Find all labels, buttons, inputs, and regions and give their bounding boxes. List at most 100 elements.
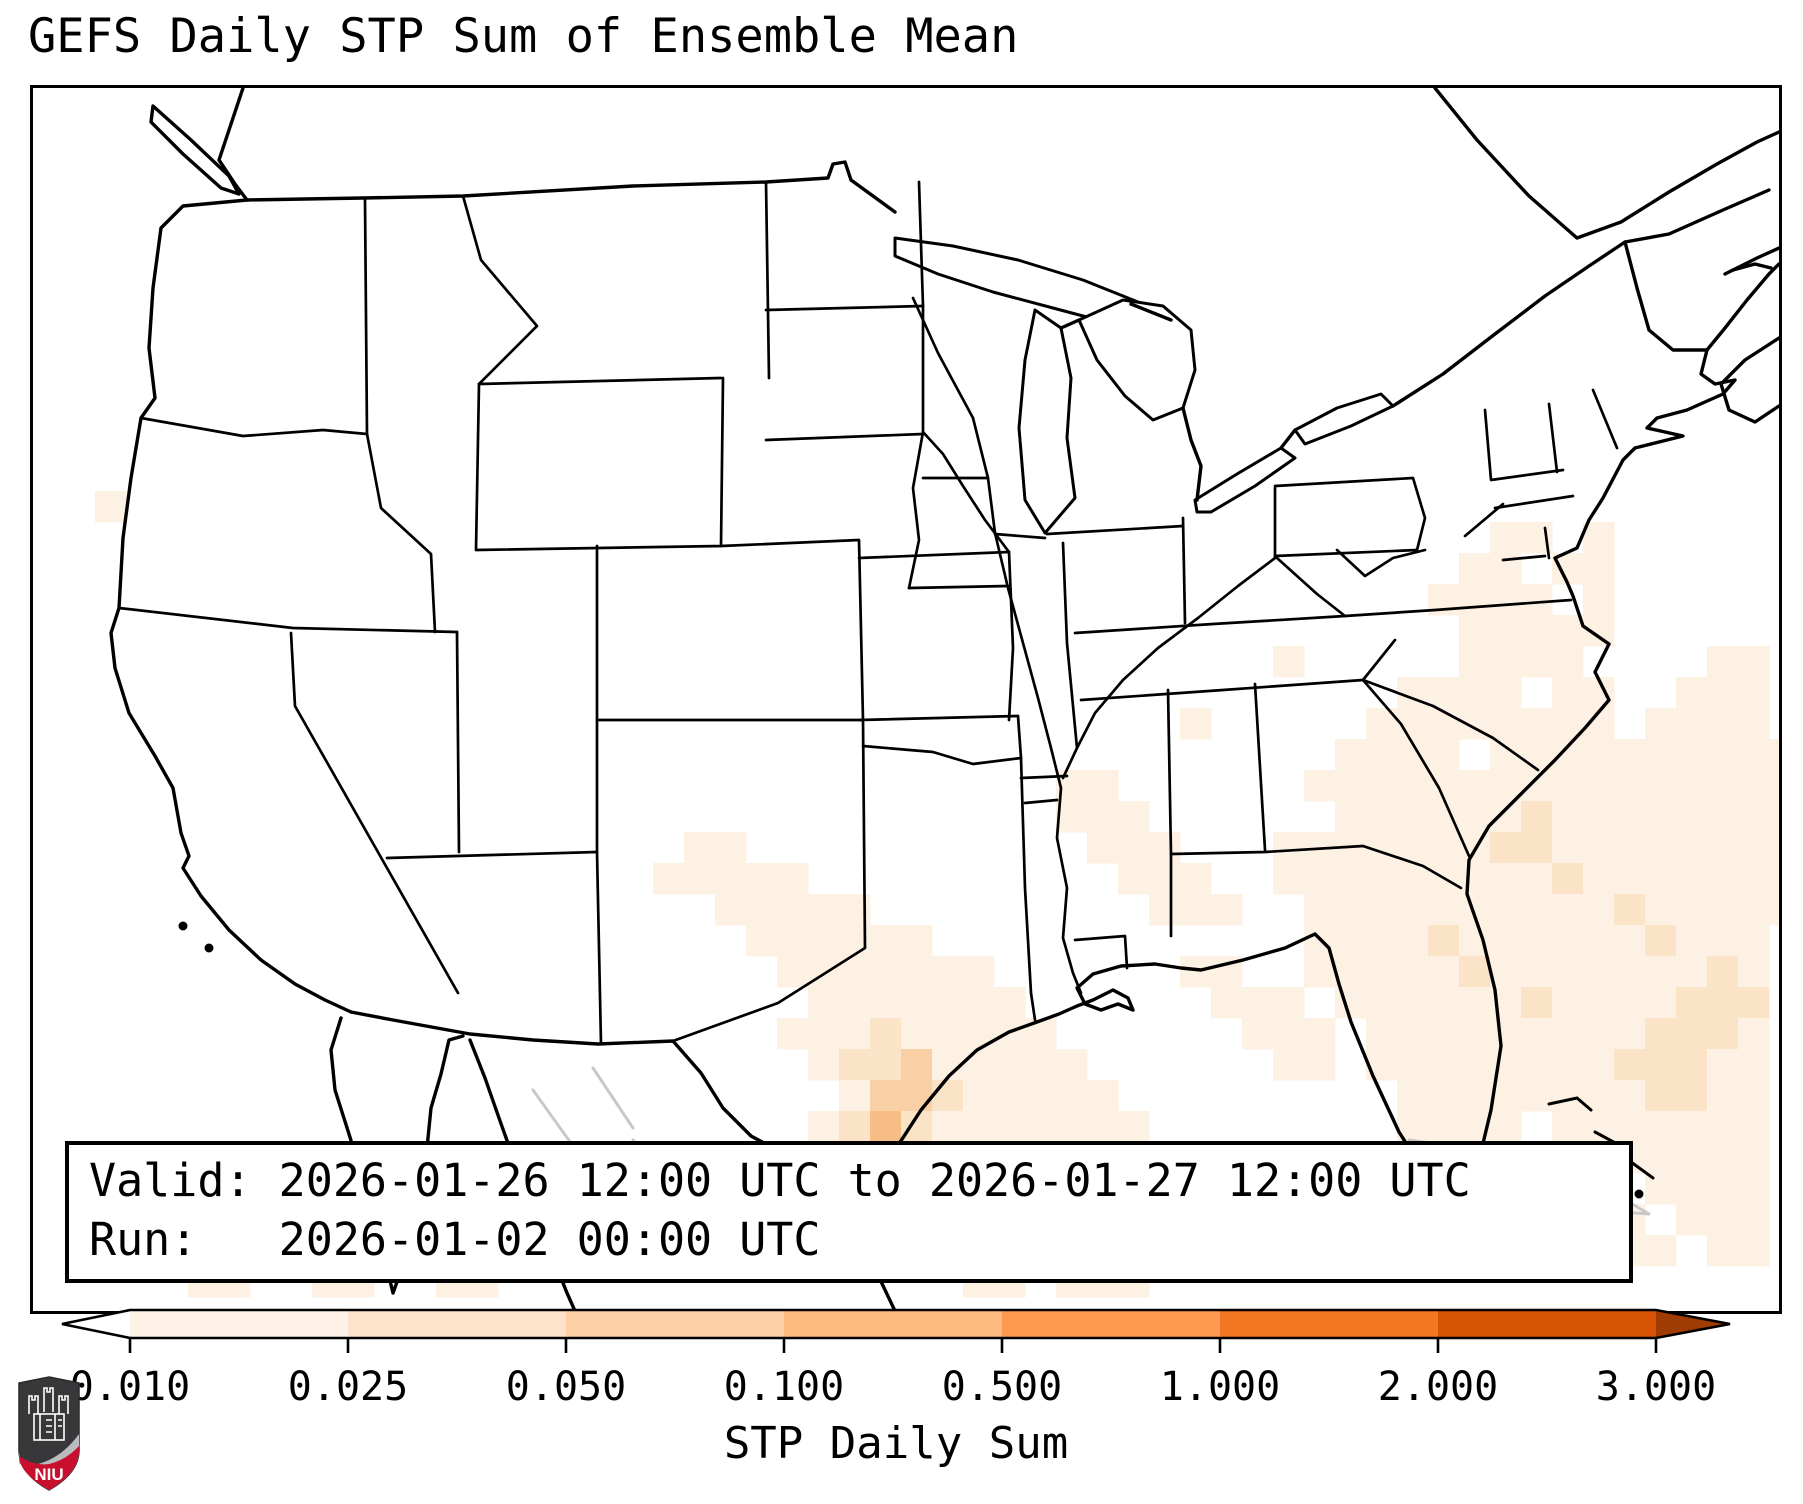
stp-cell [1459,956,1491,988]
niu-shield-red [19,1446,79,1490]
stp-cell [1087,1111,1119,1143]
stp-cell [1397,925,1429,957]
stp-cell [1645,801,1677,833]
stp-cell [901,987,933,1019]
stp-cell [1273,646,1305,678]
stp-cell [870,987,902,1019]
stp-cell [870,1049,902,1081]
stp-cell [1428,925,1460,957]
stp-cell [1552,987,1584,1019]
st-lawrence-north-bank [1433,88,1779,240]
stp-cell [808,925,840,957]
colorbar-tick-label: 0.100 [724,1364,844,1410]
stp-cell [1583,801,1615,833]
stp-cell [1490,677,1522,709]
stp-cell [901,925,933,957]
stp-cell [746,925,778,957]
stp-cell [777,894,809,926]
stp-cell [808,1111,840,1143]
stp-cell [1614,770,1646,802]
stp-cell [1211,894,1243,926]
stp-cell [1583,584,1615,616]
stp-cell [870,1018,902,1050]
stp-cell [1676,739,1708,771]
stp-cell [715,832,747,864]
stp-cell [1521,987,1553,1019]
stp-cell [1769,770,1779,802]
stp-cell [1521,801,1553,833]
stp-cell [1738,863,1770,895]
colorbar-tick-label: 2.000 [1378,1364,1498,1410]
stp-cell [1428,677,1460,709]
stp-cell [1118,1111,1150,1143]
run-time-text: Run: 2026-01-02 00:00 UTC [89,1213,821,1266]
stp-cell [1707,1049,1739,1081]
stp-cell [839,1049,871,1081]
stp-cell [1180,708,1212,740]
stp-cell [777,1018,809,1050]
stp-cell [1707,894,1739,926]
stp-cell [1676,1173,1708,1205]
stp-cell [1428,1111,1460,1143]
stp-cell [1397,956,1429,988]
stp-cell [1025,1018,1057,1050]
stp-cell [1490,832,1522,864]
stp-cell [1583,1049,1615,1081]
stp-cell [1087,801,1119,833]
stp-cell [1397,1080,1429,1112]
stp-cell [1707,646,1739,678]
stp-cell [1645,987,1677,1019]
stp-cell [1676,956,1708,988]
pacific-coast [109,88,353,1014]
stp-cell [1738,987,1770,1019]
stp-cell [1645,925,1677,957]
stp-cell [1428,987,1460,1019]
stp-cell [653,863,685,895]
stp-cell [1645,1235,1677,1267]
stp-cell [1738,1142,1770,1174]
stp-cell [1366,956,1398,988]
stp-cell [1583,863,1615,895]
stp-cell [1335,894,1367,926]
stp-cell [963,1080,995,1112]
stp-cell [1056,1111,1088,1143]
stp-cell [1521,615,1553,647]
stp-cell [1676,1142,1708,1174]
lake-ontario [1293,392,1395,446]
stp-cell [1335,739,1367,771]
stp-cell [1459,615,1491,647]
stp-cell [1056,1049,1088,1081]
stp-cell [1738,894,1770,926]
stp-cell [1366,1018,1398,1050]
colorbar-segment [1438,1310,1657,1338]
stp-cell [1490,956,1522,988]
stp-cell [1521,708,1553,740]
stp-cell [808,987,840,1019]
stp-cell [1428,894,1460,926]
stp-cell [1552,925,1584,957]
stp-cell [932,1018,964,1050]
stp-cell [1459,677,1491,709]
stp-cell [1738,677,1770,709]
niu-logo-text: NIU [34,1465,63,1484]
stp-cell [1583,987,1615,1019]
lake-erie [1193,446,1297,514]
stp-cell [1149,894,1181,926]
stp-cell [1521,832,1553,864]
stp-cell [1521,956,1553,988]
stp-cell [1676,863,1708,895]
stp-cell [1490,863,1522,895]
stp-cell [1087,832,1119,864]
stp-cell [1738,801,1770,833]
stp-cell [1614,987,1646,1019]
stp-cell [1459,863,1491,895]
stp-cell [932,1080,964,1112]
stp-cell [1490,770,1522,802]
stp-cell [1490,615,1522,647]
stp-cell [1707,1111,1739,1143]
stp-cell [1304,770,1336,802]
bahamas [1547,1096,1655,1180]
stp-cell [1428,832,1460,864]
stp-cell [1614,739,1646,771]
stp-cell [1118,801,1150,833]
